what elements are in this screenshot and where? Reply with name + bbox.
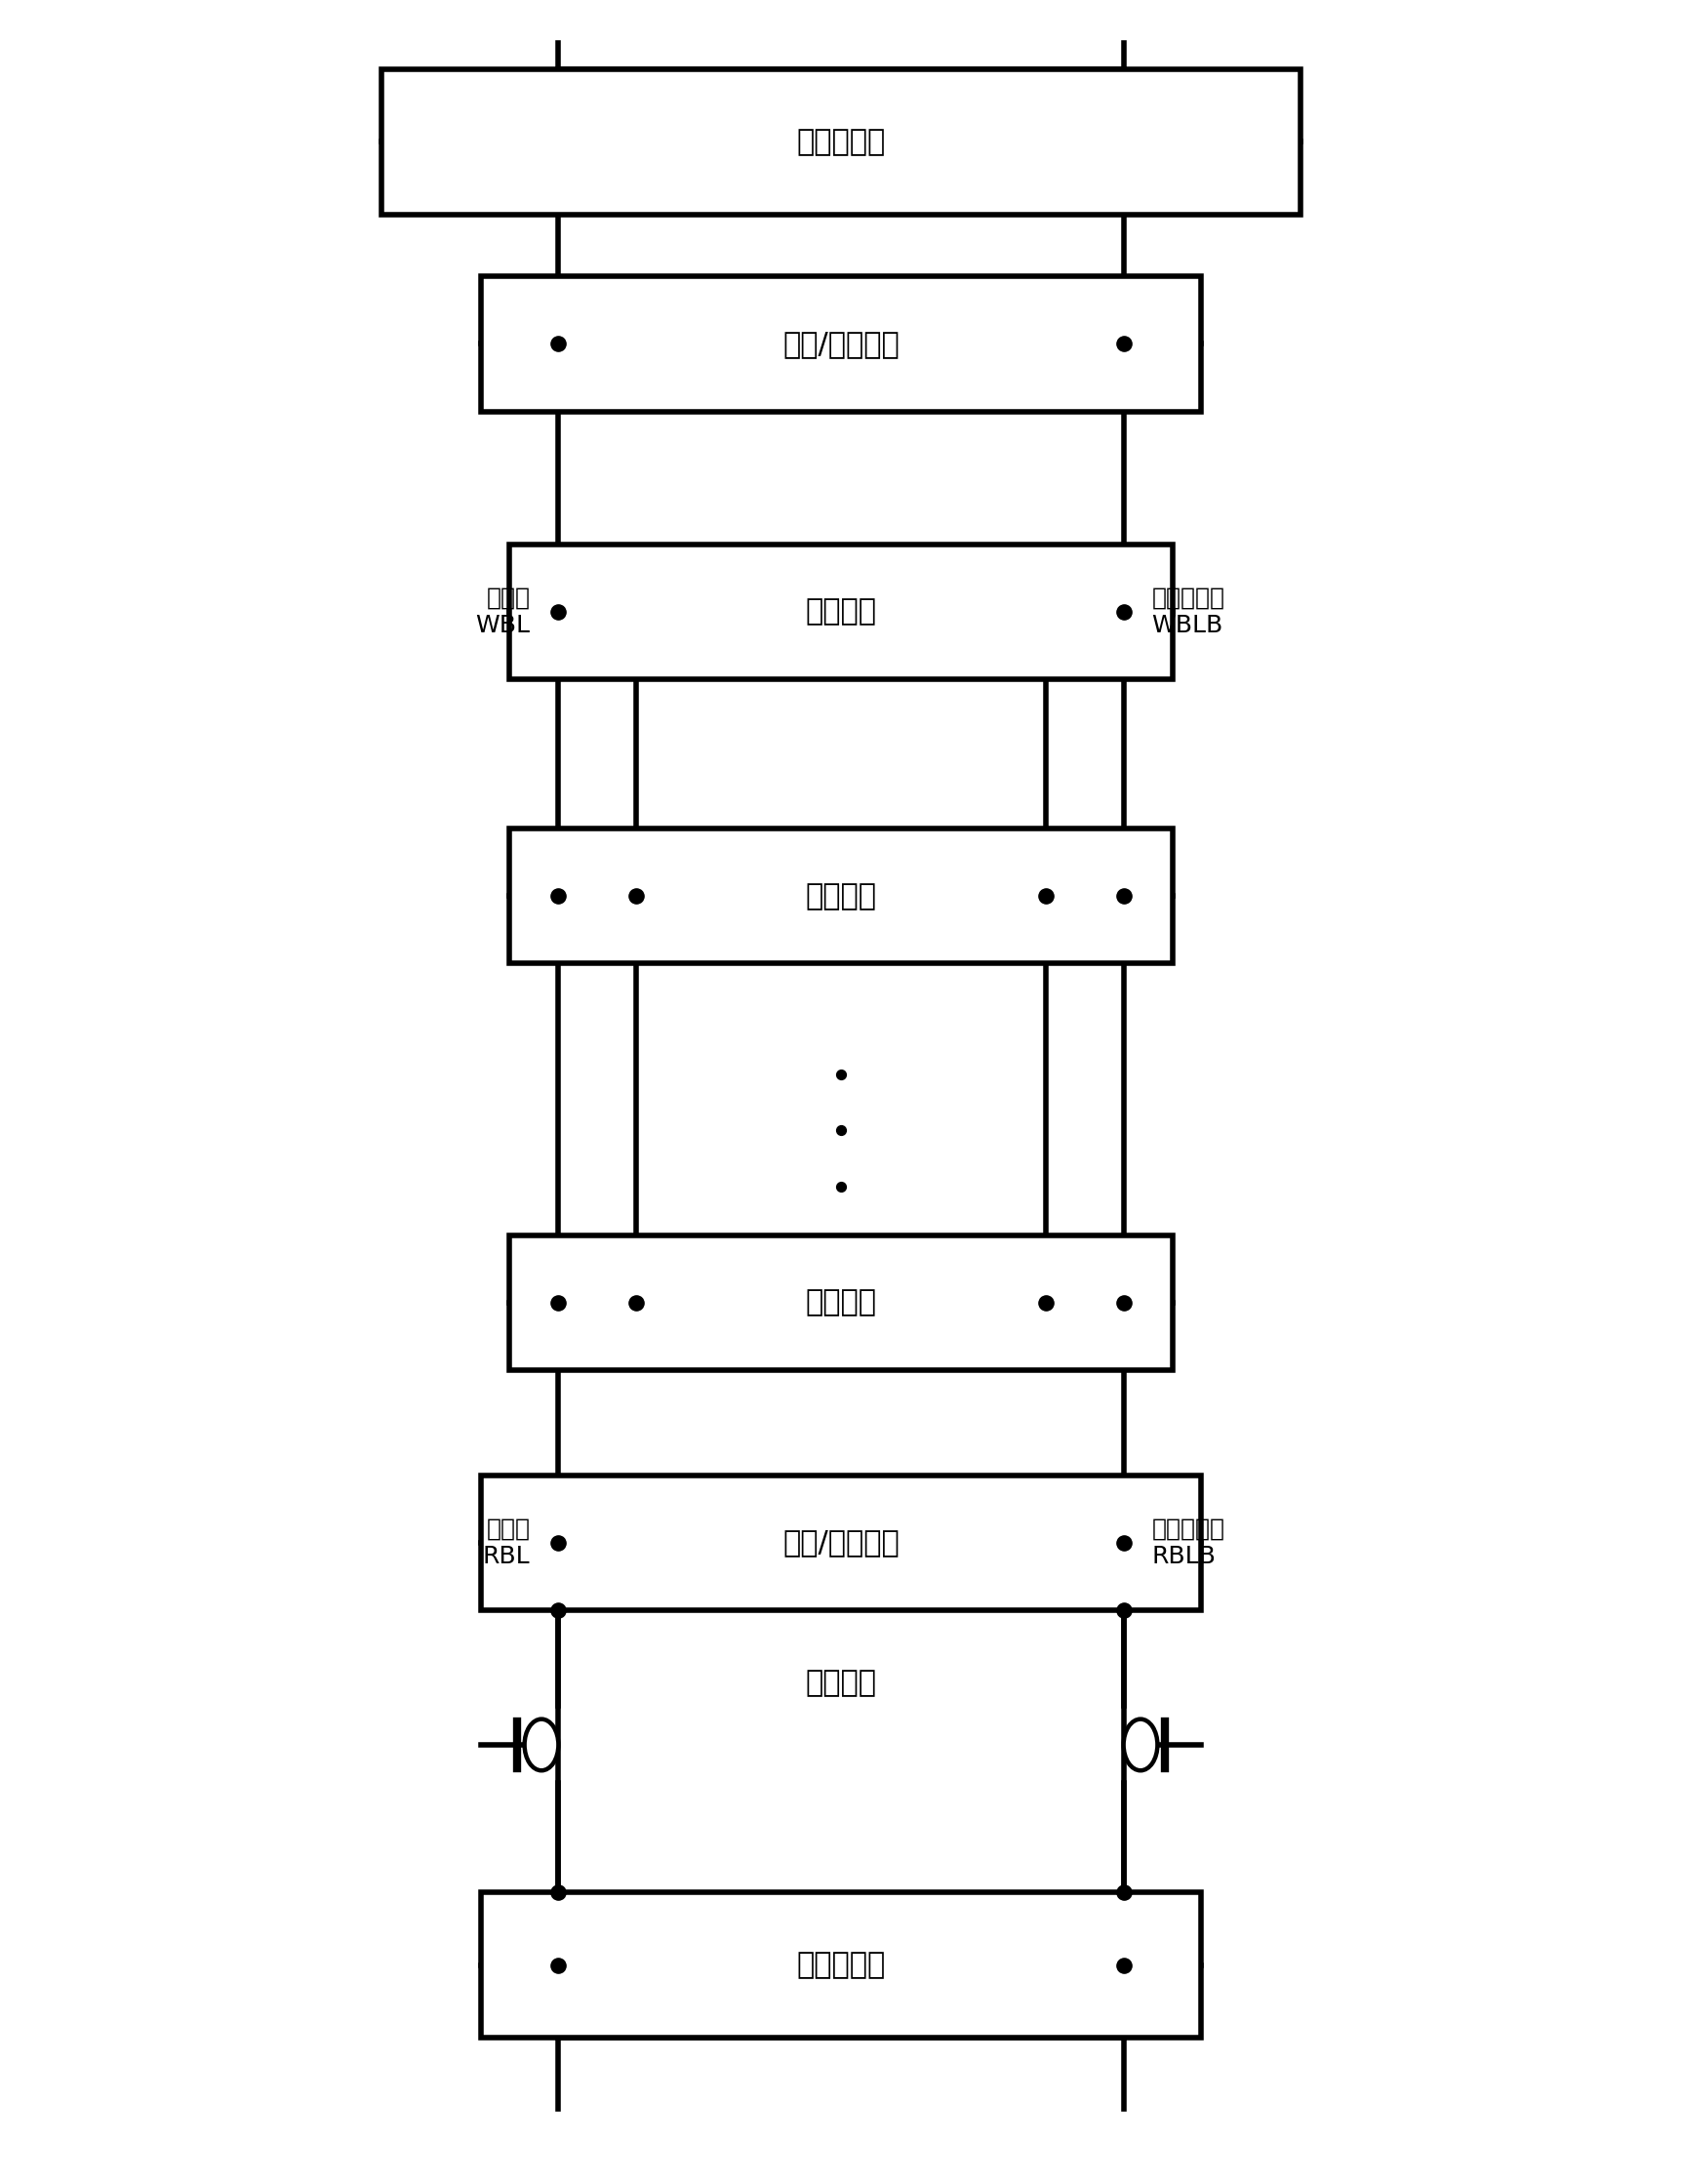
Point bbox=[622, 878, 649, 913]
Point bbox=[622, 1286, 649, 1321]
Bar bbox=[481, 277, 1200, 411]
Point bbox=[827, 1057, 854, 1092]
Point bbox=[1032, 1286, 1059, 1321]
Point bbox=[545, 1948, 572, 1983]
Bar bbox=[481, 1474, 1200, 1610]
Bar bbox=[481, 1894, 1200, 2038]
Point bbox=[545, 1524, 572, 1559]
Circle shape bbox=[524, 1719, 558, 1771]
Bar bbox=[382, 70, 1299, 214]
Text: 存储单元: 存储单元 bbox=[805, 882, 876, 911]
Point bbox=[545, 878, 572, 913]
Text: 列选控制: 列选控制 bbox=[805, 1669, 876, 1697]
Text: 写位线
WBL: 写位线 WBL bbox=[476, 585, 530, 638]
Text: 写控制电路: 写控制电路 bbox=[797, 127, 884, 155]
Point bbox=[1109, 1876, 1136, 1911]
Point bbox=[827, 1114, 854, 1149]
Point bbox=[545, 1286, 572, 1321]
Point bbox=[545, 1592, 572, 1627]
Point bbox=[545, 1876, 572, 1911]
Text: 存储单元: 存储单元 bbox=[805, 1289, 876, 1317]
Bar bbox=[509, 544, 1172, 679]
Point bbox=[1109, 325, 1136, 360]
Point bbox=[1109, 1524, 1136, 1559]
Point bbox=[545, 325, 572, 360]
Point bbox=[1109, 1592, 1136, 1627]
Circle shape bbox=[1123, 1719, 1157, 1771]
Text: 写位线的非
WBLB: 写位线的非 WBLB bbox=[1151, 585, 1224, 638]
Point bbox=[1109, 878, 1136, 913]
Text: 读位线
RBL: 读位线 RBL bbox=[482, 1518, 530, 1568]
Point bbox=[1109, 1286, 1136, 1321]
Text: 预充/平衡电路: 预充/平衡电路 bbox=[782, 1529, 899, 1557]
Text: 读位线的非
RBLB: 读位线的非 RBLB bbox=[1151, 1518, 1224, 1568]
Point bbox=[545, 594, 572, 629]
Point bbox=[1109, 594, 1136, 629]
Bar bbox=[509, 1236, 1172, 1369]
Bar bbox=[509, 828, 1172, 963]
Point bbox=[1109, 1948, 1136, 1983]
Text: 预充/平衡电路: 预充/平衡电路 bbox=[782, 330, 899, 358]
Point bbox=[827, 1168, 854, 1203]
Text: 存储单元: 存储单元 bbox=[805, 598, 876, 625]
Text: 灵敏放大器: 灵敏放大器 bbox=[797, 1950, 884, 1979]
Point bbox=[1032, 878, 1059, 913]
